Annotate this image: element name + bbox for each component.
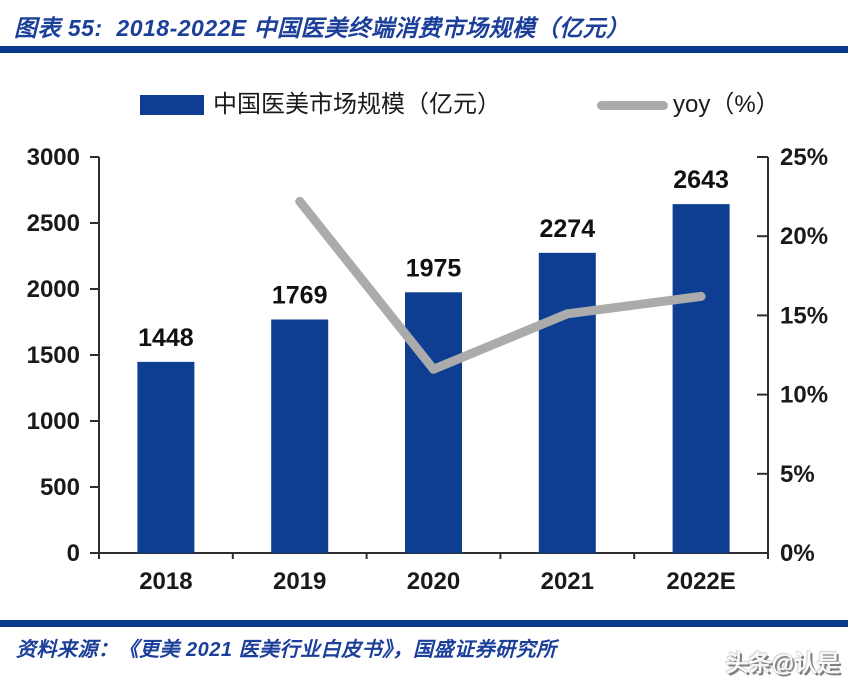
right-axis-tick-label: 20%	[780, 223, 828, 250]
bar-2018	[137, 361, 195, 553]
x-axis-category-label: 2021	[541, 568, 594, 595]
bottom-divider	[0, 620, 848, 627]
bar-2020	[405, 292, 462, 553]
watermark: 头条@认是	[725, 650, 840, 676]
legend-label-market-size: 中国医美市场规模（亿元）	[213, 91, 501, 118]
left-axis-tick-label: 1000	[27, 408, 80, 435]
chart-svg: 0 500 1000 1500 2000 2500 3000 0% 5% 10% 15% 20% 25%…	[27, 144, 828, 595]
right-axis-tick-label: 15%	[780, 302, 828, 329]
bar-2019	[271, 319, 329, 553]
left-axis-tick-label: 2000	[27, 276, 80, 303]
bar-value-label: 2643	[673, 166, 729, 194]
bar-value-label: 1975	[406, 254, 462, 282]
right-axis-tick-label: 10%	[780, 382, 828, 409]
left-axis-tick-label: 0	[67, 540, 80, 567]
bar-value-label: 2274	[539, 215, 595, 243]
legend-label-yoy: yoy（%）	[673, 91, 780, 118]
left-axis-tick-label: 3000	[27, 144, 80, 171]
x-axis-category-label: 2019	[273, 568, 326, 595]
left-axis-tick-label: 500	[40, 474, 80, 501]
top-divider	[0, 46, 848, 53]
bar-value-label: 1769	[272, 281, 328, 309]
line-series-swatch	[597, 100, 668, 110]
right-axis-tick-label: 5%	[780, 461, 815, 488]
yoy-line	[295, 196, 706, 374]
chart: 0 500 1000 1500 2000 2500 3000 0% 5% 10% 15% 20% 25%…	[0, 135, 848, 615]
bar-2022E	[672, 204, 730, 553]
bar-value-label: 1448	[138, 324, 194, 352]
bar-series-swatch	[140, 95, 204, 115]
left-axis-tick-label: 1500	[27, 342, 80, 369]
source-note: 资料来源：《更美 2021 医美行业白皮书》，国盛证券研究所	[16, 639, 557, 661]
figure-title: 图表 55: 2018-2022E 中国医美终端消费市场规模（亿元）	[14, 15, 630, 41]
x-axis-category-label: 2022E	[666, 568, 735, 595]
right-axis-tick-label: 25%	[780, 144, 828, 171]
legend-item-market-size: 中国医美市场规模（亿元）	[140, 92, 501, 118]
x-axis-category-label: 2020	[407, 568, 460, 595]
x-axis-category-label: 2018	[139, 568, 192, 595]
legend-item-yoy: yoy（%）	[597, 92, 780, 118]
left-axis-tick-label: 2500	[27, 210, 80, 237]
right-axis-tick-label: 0%	[780, 540, 815, 567]
bar-2021	[538, 252, 596, 553]
